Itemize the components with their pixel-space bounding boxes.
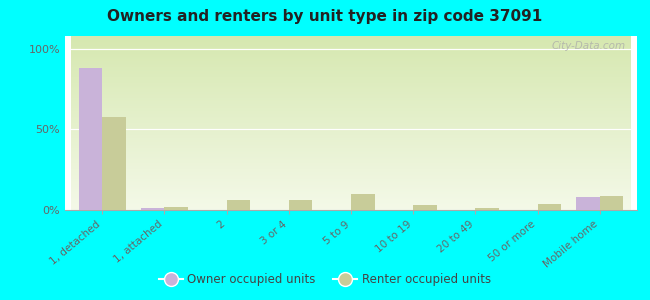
Bar: [600, 196, 623, 210]
Bar: [538, 204, 561, 210]
Bar: [79, 68, 102, 210]
Bar: [102, 117, 126, 210]
Bar: [227, 200, 250, 210]
Text: City-Data.com: City-Data.com: [551, 41, 625, 51]
Bar: [141, 208, 164, 210]
Bar: [351, 194, 374, 210]
Bar: [289, 200, 313, 210]
Bar: [576, 197, 600, 210]
Text: Owners and renters by unit type in zip code 37091: Owners and renters by unit type in zip c…: [107, 9, 543, 24]
Bar: [475, 208, 499, 210]
Bar: [413, 205, 437, 210]
Legend: Owner occupied units, Renter occupied units: Owner occupied units, Renter occupied un…: [154, 269, 496, 291]
Bar: [164, 207, 188, 210]
